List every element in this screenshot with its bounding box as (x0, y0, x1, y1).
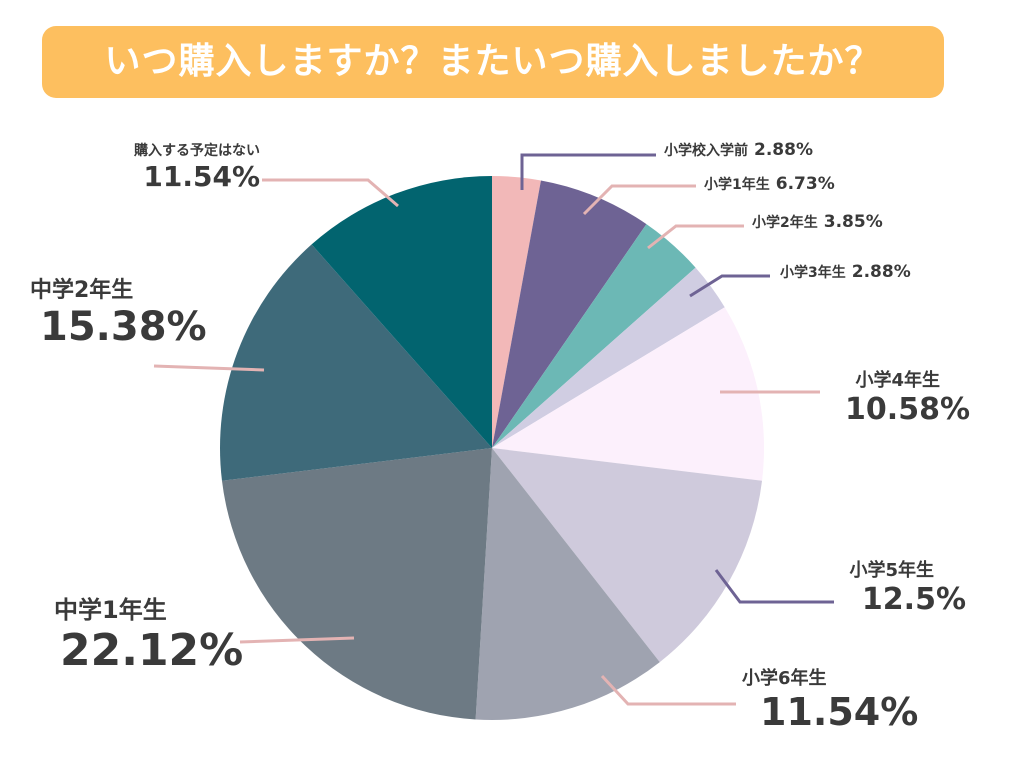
label-name: 小学4年生 (855, 370, 940, 391)
label-no-plan: 購入する予定はない 11.54% (70, 140, 260, 193)
pie-slice-1 (492, 180, 647, 449)
label-grade2: 小学2年生 3.85% (752, 212, 883, 232)
label-name: 小学2年生 (752, 215, 818, 231)
pie-slice-9 (311, 176, 492, 448)
pie-slice-2 (492, 224, 696, 448)
label-grade5: 小学5年生 12.5% (800, 556, 966, 617)
label-pct: 11.54% (143, 160, 260, 193)
leader-preschool (520, 153, 656, 190)
label-pct: 2.88% (851, 262, 911, 282)
label-junior2: 中学2年生 15.38% (30, 272, 207, 350)
label-name: 中学2年生 (30, 278, 134, 303)
pie-slice-6 (475, 448, 660, 720)
leader-grade2 (647, 224, 744, 250)
label-pct: 22.12% (60, 625, 244, 676)
leader-grade5 (714, 569, 834, 604)
label-pct: 11.54% (760, 690, 919, 734)
pie-slice-3 (492, 267, 725, 448)
chart-title: いつ購入しますか？またいつ購入しましたか？ (104, 41, 882, 82)
label-pct: 15.38% (40, 304, 207, 350)
leader-grade1 (582, 184, 696, 216)
label-grade3: 小学3年生 2.88% (780, 262, 911, 282)
leader-junior2 (153, 364, 265, 372)
label-grade4: 小学4年生 10.58% (800, 366, 970, 427)
leader-grade3 (689, 274, 770, 298)
pie-slice-0 (492, 176, 541, 448)
pie-slice-7 (221, 448, 492, 720)
label-pct: 6.73% (775, 174, 835, 194)
label-pct: 12.5% (861, 582, 966, 617)
label-name: 購入する予定はない (134, 143, 260, 159)
label-name: 小学3年生 (780, 265, 846, 281)
label-preschool: 小学校入学前 2.88% (664, 140, 813, 160)
label-pct: 10.58% (845, 392, 970, 427)
leader-junior1 (239, 636, 355, 644)
label-grade6: 小学6年生 11.54% (742, 664, 918, 734)
label-pct: 3.85% (823, 212, 883, 232)
pie-slice-8 (220, 244, 493, 481)
title-banner: いつ購入しますか？またいつ購入しましたか？ (42, 26, 944, 98)
leader-no-plan (262, 178, 399, 208)
pie-slice-5 (492, 448, 763, 663)
leader-grade6 (600, 674, 736, 706)
label-name: 小学1年生 (704, 177, 770, 193)
label-junior1: 中学1年生 22.12% (50, 590, 243, 676)
label-name: 中学1年生 (54, 596, 167, 624)
pie-slice-4 (492, 307, 764, 481)
label-pct: 2.88% (754, 140, 813, 160)
label-name: 小学校入学前 (664, 143, 748, 159)
label-name: 小学5年生 (849, 560, 934, 581)
label-name: 小学6年生 (742, 668, 827, 689)
label-grade1: 小学1年生 6.73% (704, 174, 835, 194)
